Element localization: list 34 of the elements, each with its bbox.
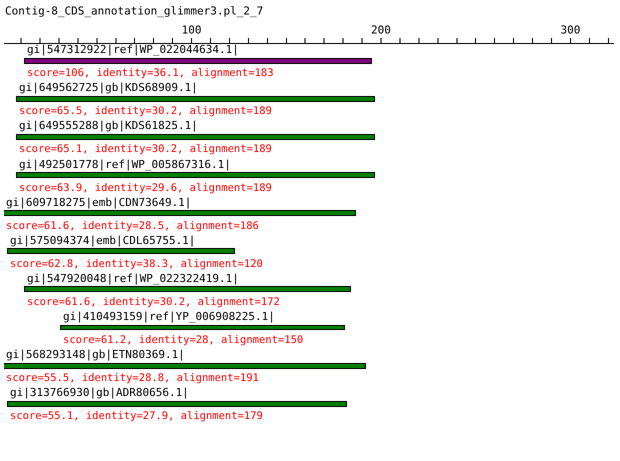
y-tick-label: gi|492501778|ref|WP_005867316.1| <box>19 158 231 171</box>
annotation: score=62.8, identity=38.3, alignment=120 <box>10 258 263 270</box>
bar <box>24 58 372 64</box>
chart-title: Contig-8_CDS_annotation_glimmer3.pl_2_7 <box>4 4 264 18</box>
y-tick-label: gi|547312922|ref|WP_022044634.1| <box>27 43 239 56</box>
y-tick-label: gi|575094374|emb|CDL65755.1| <box>10 234 196 247</box>
annotation: score=61.6, identity=30.2, alignment=172 <box>27 296 280 308</box>
annotation: score=65.1, identity=30.2, alignment=189 <box>19 143 272 155</box>
annotation: score=55.5, identity=28.8, alignment=191 <box>6 372 259 384</box>
bar <box>4 363 366 369</box>
y-tick-label: gi|313766930|gb|ADR80656.1| <box>10 386 189 399</box>
annotation: score=61.6, identity=28.5, alignment=186 <box>6 220 259 232</box>
x-tick-label: 200 <box>371 24 391 37</box>
y-tick-label: gi|410493159|ref|YP_006908225.1| <box>63 310 275 323</box>
bar <box>16 172 375 178</box>
annotation: score=55.1, identity=27.9, alignment=179 <box>10 410 263 422</box>
bar <box>16 134 375 140</box>
y-tick-label: gi|649555288|gb|KDS61825.1| <box>19 119 198 132</box>
annotation: score=65.5, identity=30.2, alignment=189 <box>19 105 272 117</box>
x-tick-label: 100 <box>182 24 202 37</box>
bar <box>60 325 345 330</box>
y-tick-label: gi|568293148|gb|ETN80369.1| <box>6 348 185 361</box>
bar <box>24 286 351 292</box>
bar <box>16 96 375 102</box>
annotation: score=63.9, identity=29.6, alignment=189 <box>19 182 272 194</box>
y-tick-label: gi|609718275|emb|CDN73649.1| <box>6 196 192 209</box>
y-tick-label: gi|547920048|ref|WP_022322419.1| <box>27 272 239 285</box>
annotation: score=61.2, identity=28, alignment=150 <box>63 334 304 346</box>
annotation: score=106, identity=36.1, alignment=183 <box>27 67 274 79</box>
bar <box>4 210 356 216</box>
y-tick-label: gi|649562725|gb|KDS68909.1| <box>19 81 198 94</box>
bar <box>7 248 235 254</box>
bar <box>7 401 347 407</box>
x-tick-label: 300 <box>560 24 580 37</box>
